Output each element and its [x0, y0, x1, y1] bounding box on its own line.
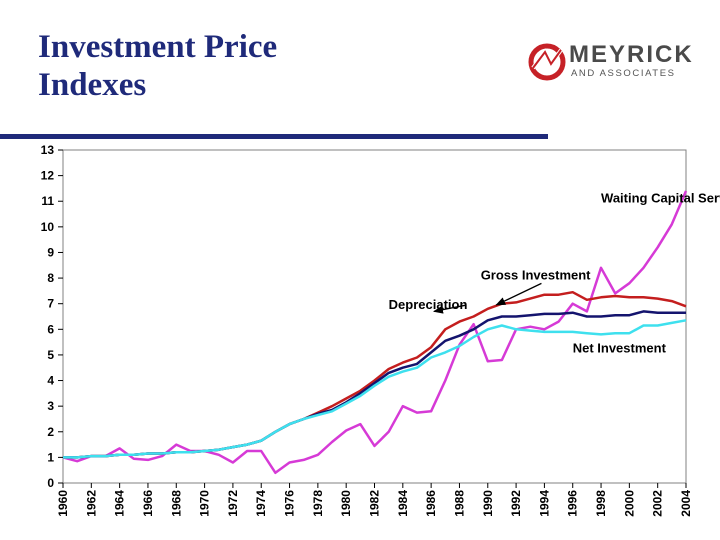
x-tick-label: 1980: [339, 490, 353, 517]
x-tick-label: 1990: [481, 490, 495, 517]
logo-name: MEYRICK: [569, 41, 694, 68]
annotation-arrow: [432, 304, 467, 314]
x-tick-label: 1998: [594, 490, 608, 517]
y-tick-label: 10: [41, 220, 55, 234]
annotation-arrow: [495, 282, 542, 306]
y-tick-label: 11: [41, 194, 54, 208]
x-tick-label: 1986: [424, 490, 438, 517]
y-tick-label: 12: [41, 169, 55, 183]
series-line-net-investment: [63, 319, 687, 459]
y-tick-label: 9: [47, 245, 54, 259]
company-logo: MEYRICK AND ASSOCIATES: [527, 40, 707, 84]
x-tick-label: 1994: [537, 490, 551, 517]
y-tick-label: 0: [47, 476, 54, 490]
y-tick-label: 2: [47, 425, 54, 439]
x-tick-label: 1968: [169, 490, 183, 517]
x-tick-label: 1960: [56, 490, 70, 517]
y-tick-label: 3: [47, 399, 54, 413]
title-line-1: Investment Price: [38, 29, 278, 65]
x-tick-label: 1966: [141, 490, 155, 517]
y-tick-label: 4: [47, 374, 54, 388]
meyrick-logo-icon: [528, 43, 566, 81]
title-divider: [0, 134, 548, 139]
x-tick-label: 1970: [198, 490, 212, 517]
title-line-2: Indexes: [38, 67, 147, 103]
x-tick-label: 1992: [509, 490, 523, 517]
x-tick-label: 1972: [226, 490, 240, 517]
y-tick-label: 7: [47, 297, 54, 311]
x-tick-label: 2004: [679, 490, 693, 517]
y-tick-label: 6: [47, 322, 54, 336]
annotation-waiting-capital-services: Waiting Capital Services: [601, 191, 720, 206]
x-tick-label: 1976: [283, 490, 297, 517]
y-tick-label: 1: [47, 450, 54, 464]
x-tick-label: 2002: [651, 490, 665, 517]
x-tick-label: 1984: [396, 490, 410, 517]
x-tick-label: 1982: [368, 490, 382, 517]
slide-title: Investment Price Indexes: [38, 28, 458, 104]
y-tick-label: 8: [47, 271, 54, 285]
annotation-depreciation: Depreciation: [389, 297, 468, 312]
x-tick-label: 1978: [311, 490, 325, 517]
y-tick-label: 5: [47, 348, 54, 362]
annotation-gross-investment: Gross Investment: [481, 267, 591, 282]
x-tick-label: 1962: [84, 490, 98, 517]
series-line-waiting-capital-services: [62, 190, 688, 475]
y-tick-label: 13: [41, 143, 55, 157]
x-tick-label: 1988: [452, 490, 466, 517]
annotation-net-investment: Net Investment: [573, 340, 667, 355]
x-tick-label: 1964: [113, 490, 127, 517]
x-tick-label: 1974: [254, 490, 268, 517]
x-tick-label: 2000: [622, 490, 636, 517]
logo-subtitle: AND ASSOCIATES: [571, 68, 676, 79]
x-tick-label: 1996: [566, 490, 580, 517]
